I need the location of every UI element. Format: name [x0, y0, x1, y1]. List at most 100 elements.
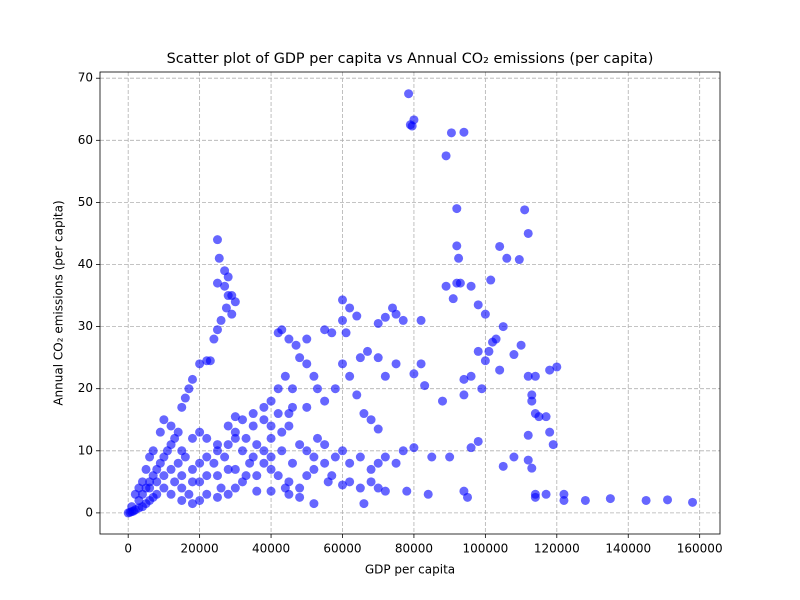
y-tick-label: 10: [78, 443, 93, 457]
point: [180, 393, 190, 403]
point: [516, 340, 526, 350]
point: [337, 295, 347, 305]
point: [159, 415, 169, 425]
point: [223, 464, 233, 474]
point: [266, 433, 276, 443]
point: [230, 483, 240, 493]
point: [259, 458, 269, 468]
point: [452, 241, 462, 251]
point: [295, 353, 305, 363]
point: [380, 452, 390, 462]
point: [259, 446, 269, 456]
point: [166, 464, 176, 474]
point: [277, 446, 287, 456]
point: [252, 440, 262, 450]
y-tick-label: 20: [78, 381, 93, 395]
ticks: 0 20000 40000 60000 80000 100000 120000 140000 1…: [78, 71, 723, 556]
point: [152, 477, 162, 487]
point: [545, 365, 555, 375]
point: [523, 228, 533, 238]
point: [486, 275, 496, 285]
point: [352, 390, 362, 400]
point: [527, 396, 537, 406]
point: [166, 489, 176, 499]
point: [366, 477, 376, 487]
point: [366, 464, 376, 474]
point: [177, 495, 187, 505]
point: [309, 371, 319, 381]
point: [605, 494, 615, 504]
point: [446, 128, 456, 138]
point: [212, 440, 222, 450]
x-tick-label: 100000: [462, 542, 508, 556]
point: [273, 471, 283, 481]
point: [159, 471, 169, 481]
point: [345, 458, 355, 468]
point: [345, 303, 355, 313]
point: [252, 471, 262, 481]
point: [259, 402, 269, 412]
point: [202, 433, 212, 443]
point: [295, 492, 305, 502]
point: [498, 461, 508, 471]
point: [452, 204, 462, 214]
point: [523, 430, 533, 440]
point: [380, 486, 390, 496]
point: [173, 427, 183, 437]
point: [320, 396, 330, 406]
point: [352, 311, 362, 321]
point: [373, 424, 383, 434]
point: [230, 297, 240, 307]
point: [284, 421, 294, 431]
point: [688, 497, 698, 507]
point: [473, 436, 483, 446]
y-tick-label: 40: [78, 257, 93, 271]
point: [441, 281, 451, 291]
point: [520, 205, 530, 215]
point: [177, 471, 187, 481]
point: [523, 371, 533, 381]
point: [223, 489, 233, 499]
point: [177, 402, 187, 412]
point: [355, 353, 365, 363]
point: [309, 464, 319, 474]
point: [184, 489, 194, 499]
point: [416, 359, 426, 369]
point: [407, 121, 417, 131]
point: [302, 334, 312, 344]
point: [155, 427, 165, 437]
point: [180, 452, 190, 462]
point: [212, 492, 222, 502]
point: [295, 483, 305, 493]
point: [302, 446, 312, 456]
point: [438, 396, 448, 406]
point: [320, 458, 330, 468]
point: [391, 458, 401, 468]
point: [209, 334, 219, 344]
point: [216, 483, 226, 493]
point: [312, 433, 322, 443]
point: [514, 255, 524, 265]
x-tick-label: 80000: [395, 542, 433, 556]
point: [320, 325, 330, 335]
point: [409, 443, 419, 453]
point: [330, 452, 340, 462]
point: [445, 452, 455, 462]
point: [373, 318, 383, 328]
point: [266, 486, 276, 496]
point: [362, 346, 372, 356]
point: [266, 464, 276, 474]
point: [391, 309, 401, 319]
point: [448, 294, 458, 304]
point: [230, 464, 240, 474]
point: [373, 353, 383, 363]
point: [509, 452, 519, 462]
point: [373, 458, 383, 468]
point: [480, 309, 490, 319]
point: [409, 369, 419, 379]
point: [159, 483, 169, 493]
point: [184, 384, 194, 394]
point: [373, 483, 383, 493]
point: [459, 390, 469, 400]
